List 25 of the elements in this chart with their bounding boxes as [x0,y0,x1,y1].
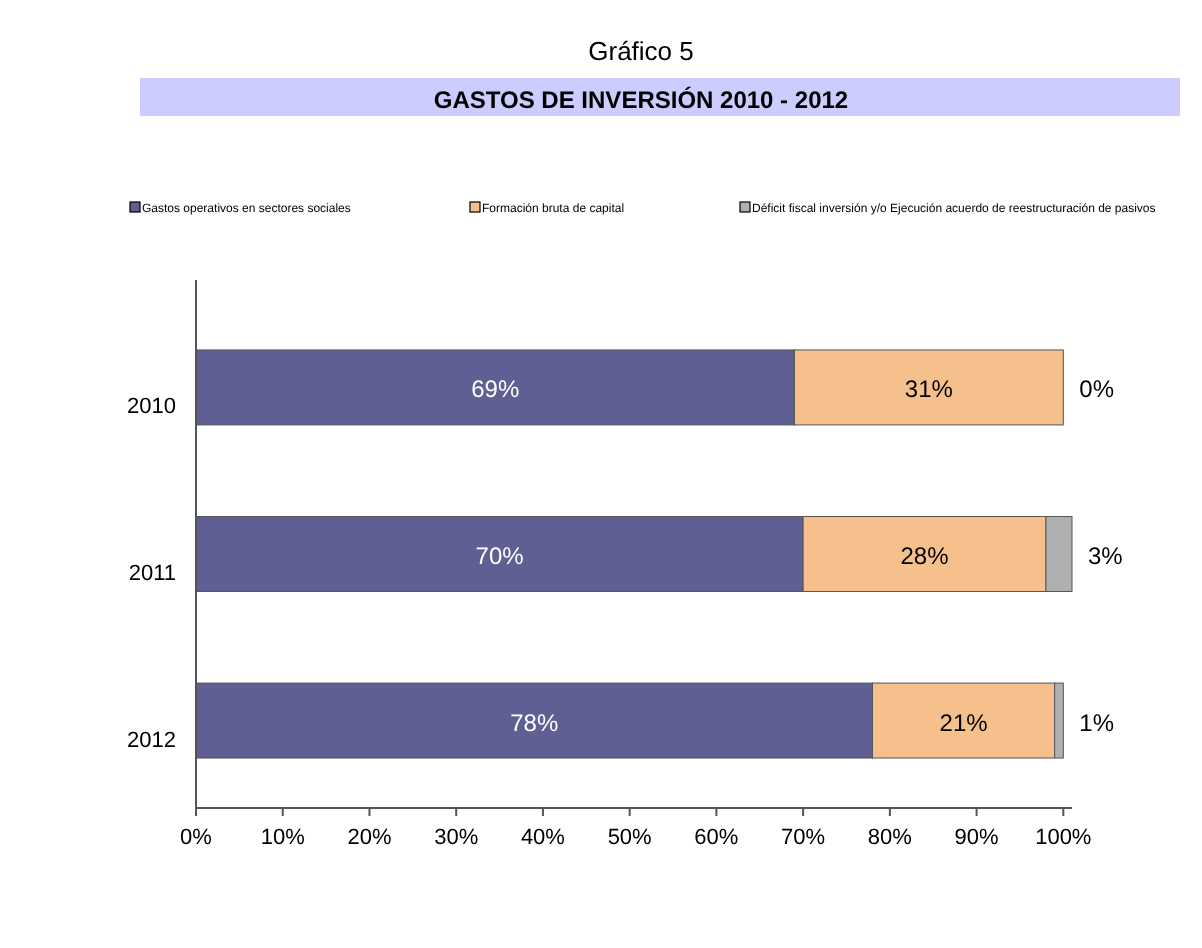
x-tick-label: 10% [260,826,306,850]
y-tick-label: 2011 [128,562,176,586]
x-tick-label: 20% [347,826,392,850]
x-tick-label: 100% [1035,826,1092,850]
x-tick-label: 50% [607,826,653,850]
x-tick-label: 70% [781,826,826,850]
data-label: 78% [510,708,559,737]
chart-subtitle: GASTOS DE INVERSIÓN 2010 - 2012 [433,86,849,114]
chart-title: Gráfico 5 [588,36,694,66]
data-label: 1% [1079,708,1115,737]
data-label: 70% [475,542,525,570]
y-tick-label: 2012 [127,728,176,753]
x-tick-label: 90% [954,826,1000,850]
x-tick-label: 60% [694,826,739,850]
x-tick-label: 40% [520,826,566,850]
data-label: 31% [904,375,954,404]
data-label: 69% [471,375,520,404]
y-tick-label: 2010 [127,395,176,420]
x-tick-label: 80% [867,826,913,850]
x-tick-label: 0% [180,826,213,850]
data-label: 0% [1079,375,1115,404]
data-label: 3% [1088,542,1124,570]
x-tick-label: 30% [434,826,479,850]
data-label: 21% [939,708,989,737]
data-label: 28% [900,542,950,570]
